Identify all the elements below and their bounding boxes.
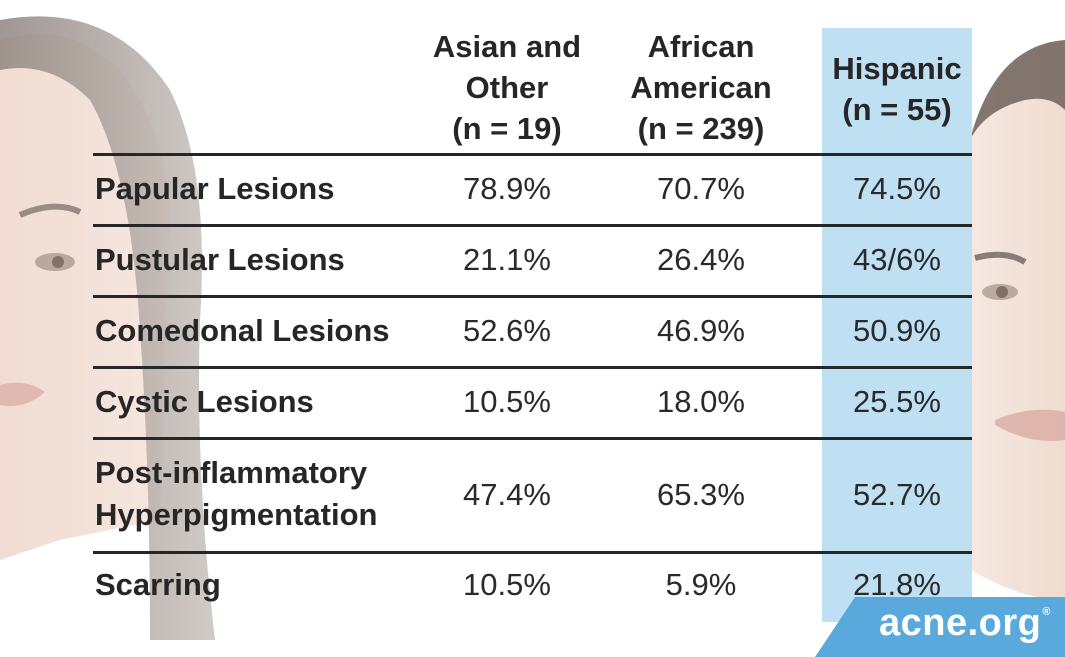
left-face-illustration — [0, 16, 215, 640]
table-cell: 21.1% — [463, 242, 551, 277]
column-header-african-american: African American (n = 239) — [606, 26, 796, 149]
table-cell: 50.9% — [853, 313, 941, 348]
header-line: Hispanic — [832, 51, 962, 86]
row-label-scarring: Scarring — [95, 567, 221, 602]
header-line: Other — [465, 70, 549, 105]
row-label-pih-line1: Post-inflammatory — [95, 455, 368, 490]
table-rule — [93, 224, 972, 227]
table-rule — [93, 437, 972, 440]
table-cell: 43/6% — [853, 242, 941, 277]
table-rule — [93, 153, 972, 156]
table-cell: 74.5% — [853, 171, 941, 206]
acne-org-logo[interactable]: acne.org® — [879, 602, 1051, 645]
row-label-cystic: Cystic Lesions — [95, 384, 314, 419]
right-face-illustration — [955, 40, 1065, 600]
row-label-pustular: Pustular Lesions — [95, 242, 345, 277]
header-line: American — [630, 70, 772, 105]
header-line: (n = 239) — [637, 111, 765, 146]
table-cell: 10.5% — [463, 567, 551, 602]
table-cell: 52.7% — [853, 477, 941, 512]
table-cell: 65.3% — [657, 477, 745, 512]
table-cell: 26.4% — [657, 242, 745, 277]
table-cell: 21.8% — [853, 567, 941, 602]
table-cell: 10.5% — [463, 384, 551, 419]
table-cell: 25.5% — [853, 384, 941, 419]
table-rule — [93, 295, 972, 298]
registered-mark: ® — [1042, 606, 1051, 618]
table-cell: 18.0% — [657, 384, 745, 419]
table-cell: 70.7% — [657, 171, 745, 206]
table-cell: 46.9% — [657, 313, 745, 348]
table-cell: 52.6% — [463, 313, 551, 348]
header-line: Asian and — [432, 29, 582, 64]
table-cell: 47.4% — [463, 477, 551, 512]
header-line: African — [647, 29, 755, 64]
table-cell: 78.9% — [463, 171, 551, 206]
header-line: (n = 55) — [842, 92, 952, 127]
table-rule — [93, 551, 972, 554]
header-line: (n = 19) — [452, 111, 562, 146]
column-header-hispanic: Hispanic (n = 55) — [822, 48, 972, 130]
highlight-column-hispanic — [822, 28, 972, 622]
row-label-pih-line2: Hyperpigmentation — [95, 497, 378, 532]
row-label-papular: Papular Lesions — [95, 171, 335, 206]
table-cell: 5.9% — [665, 567, 737, 602]
row-label-comedonal: Comedonal Lesions — [95, 313, 390, 348]
column-header-asian-other: Asian and Other (n = 19) — [412, 26, 602, 149]
logo-background — [815, 597, 1065, 657]
logo-text: acne.org — [879, 602, 1042, 644]
table-rule — [93, 366, 972, 369]
